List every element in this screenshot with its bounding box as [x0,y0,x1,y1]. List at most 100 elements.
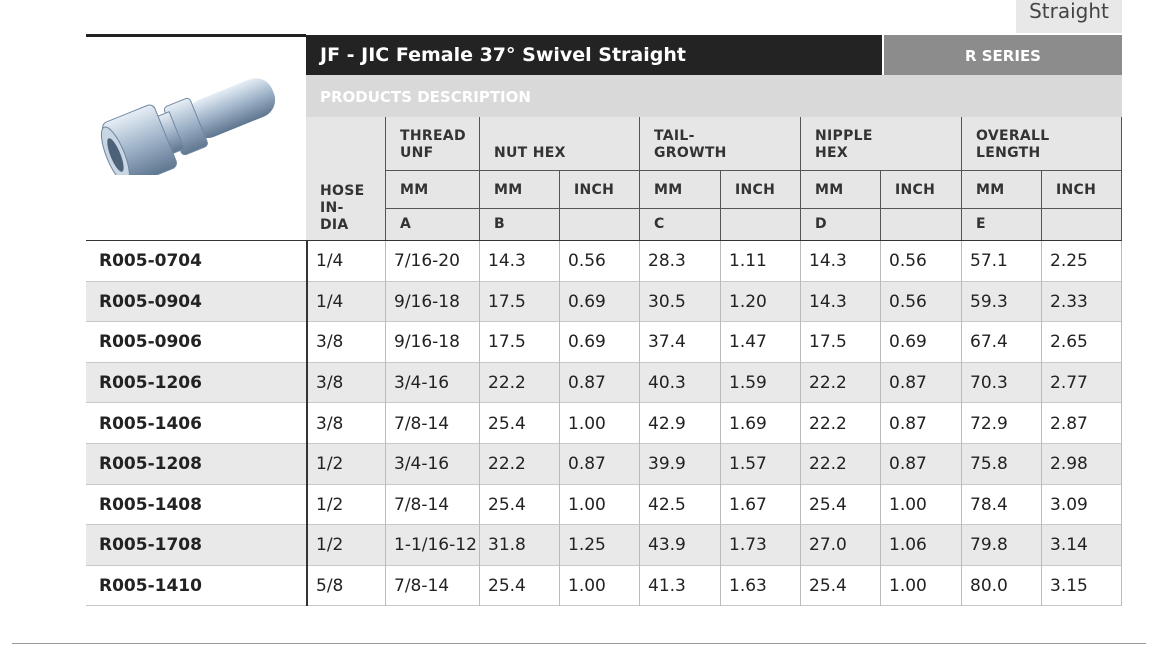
table-cell: 9/16-18 [386,322,480,363]
table-cell: 14.3 [801,241,881,282]
table-cell: 9/16-18 [386,281,480,323]
header-cell: INCH [1042,171,1122,209]
table-cell: 67.4 [962,322,1042,363]
header-cell: THREAD UNF [386,117,480,171]
table-cell: 0.87 [560,444,640,485]
table-cell: 0.56 [881,281,962,323]
header-cell: MM [962,171,1042,209]
header-cell: D [801,209,881,240]
table-cell: 57.1 [962,241,1042,282]
header-cell: MM [801,171,881,209]
product-image [100,78,276,175]
table-cell: 1.20 [721,281,801,323]
header-cell: INCH [560,171,640,209]
table-cell: 0.56 [881,241,962,282]
table-cell: 7/8-14 [386,484,480,526]
part-number: R005-0704 [99,251,202,272]
table-cell: 1.00 [560,565,640,607]
table-cell: 70.3 [962,362,1042,404]
table-cell: 22.2 [801,444,881,485]
table-cell: 1.59 [721,362,801,404]
table-cell: 3/4-16 [386,362,480,404]
header-cell [560,209,640,240]
table-cell: 14.3 [480,241,560,282]
top-tab: Straight [1016,0,1122,33]
header-cell: OVERALL LENGTH [962,117,1122,171]
table-cell: 0.87 [881,362,962,404]
table-cell: 17.5 [801,322,881,363]
table-cell: 1.73 [721,525,801,566]
table-cell: 31.8 [480,525,560,566]
table-cell: 3/8 [306,403,386,444]
table-cell: 1.06 [881,525,962,566]
row-bg [86,241,1122,282]
table-cell: 0.87 [881,403,962,444]
table-cell: 39.9 [640,444,721,485]
table-cell: 59.3 [962,281,1042,323]
table-cell: 80.0 [962,565,1042,607]
table-cell: 1.69 [721,403,801,444]
table-cell: 22.2 [801,403,881,444]
row-bg [86,525,1122,566]
header-cell: MM [386,171,480,209]
table-cell: 3.15 [1042,565,1122,607]
table-cell: 1/4 [306,281,386,323]
table-cell: 25.4 [480,484,560,526]
header-cell: INCH [881,171,962,209]
row-bg [86,362,1122,404]
table-cell: 2.33 [1042,281,1122,323]
header-cell: NIPPLE HEX [801,117,962,171]
row-bg [86,281,1122,323]
table-cell: 27.0 [801,525,881,566]
table-cell: 2.77 [1042,362,1122,404]
header-cell: HOSE IN-DIA [306,117,386,240]
table-cell: 5/8 [306,565,386,607]
table-cell: 79.8 [962,525,1042,566]
row-bg [86,565,1122,607]
part-number: R005-1406 [99,413,202,434]
table-cell: 25.4 [480,565,560,607]
table-cell: 17.5 [480,322,560,363]
table-cell: 1.00 [881,484,962,526]
header-cell [881,209,962,240]
table-cell: 1.00 [560,484,640,526]
table-cell: 3/4-16 [386,444,480,485]
table-cell: 3.14 [1042,525,1122,566]
description-band: PRODUCTS DESCRIPTION [306,75,1122,117]
header-cell: MM [640,171,721,209]
table-cell: 7/8-14 [386,565,480,607]
table-cell: 22.2 [480,444,560,485]
part-number: R005-0906 [99,332,202,353]
table-cell: 14.3 [801,281,881,323]
table-cell: 0.69 [560,281,640,323]
table-cell: 75.8 [962,444,1042,485]
part-number: R005-1408 [99,494,202,515]
part-number: R005-1410 [99,576,202,597]
table-cell: 7/8-14 [386,403,480,444]
table-cell: 42.9 [640,403,721,444]
table-cell: 2.98 [1042,444,1122,485]
header-cell: NUT HEX [480,117,640,171]
table-cell: 41.3 [640,565,721,607]
table-cell: 30.5 [640,281,721,323]
table-cell: 1.63 [721,565,801,607]
part-number: R005-1206 [99,373,202,394]
part-number: R005-0904 [99,291,202,312]
table-cell: 72.9 [962,403,1042,444]
table-cell: 43.9 [640,525,721,566]
table-cell: 17.5 [480,281,560,323]
table-cell: 3/8 [306,362,386,404]
table-cell: 42.5 [640,484,721,526]
header-bg [306,117,1122,240]
table-cell: 0.56 [560,241,640,282]
table-cell: 3/8 [306,322,386,363]
bottom-rule [12,643,1146,644]
row-bg [86,444,1122,485]
header-cell: E [962,209,1042,240]
table-cell: 2.87 [1042,403,1122,444]
table-cell: 1.11 [721,241,801,282]
header-cell: C [640,209,721,240]
table-cell: 1.67 [721,484,801,526]
top-rule [86,34,306,37]
table-cell: 28.3 [640,241,721,282]
